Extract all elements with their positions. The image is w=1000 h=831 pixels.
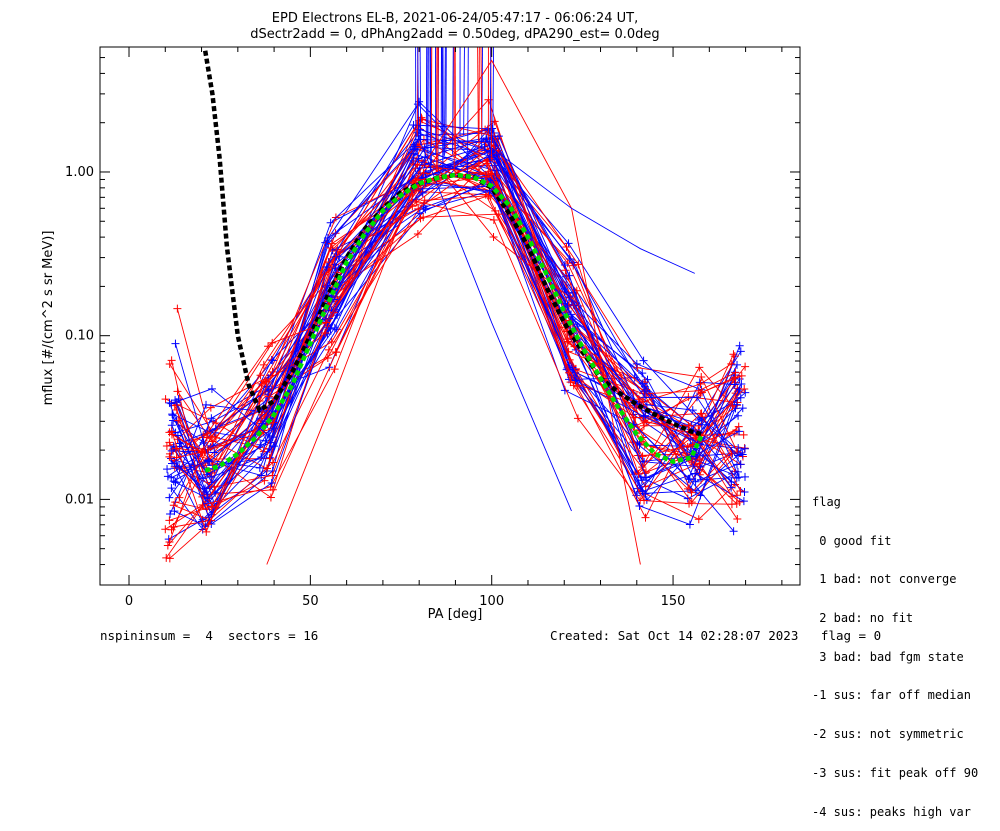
sample-point-marker: [574, 414, 582, 422]
sample-point-marker: [684, 495, 692, 503]
sample-point-marker: [165, 516, 173, 524]
sample-point-marker: [736, 342, 744, 350]
legend-line: -1 sus: far off median: [812, 689, 978, 702]
sample-trace: [172, 153, 745, 492]
sample-point-marker: [161, 525, 169, 533]
sample-point-marker: [168, 356, 176, 364]
y-tick-label: 0.10: [65, 329, 94, 344]
sample-trace: [178, 165, 746, 439]
sample-point-marker: [332, 348, 340, 356]
sample-point-marker: [642, 514, 650, 522]
sample-point-marker: [686, 520, 694, 528]
sample-trace: [169, 150, 743, 539]
legend-line: -2 sus: not symmetric: [812, 728, 978, 741]
sample-point-marker: [736, 487, 744, 495]
sample-trace: [170, 214, 744, 558]
saturated-trace: [464, 47, 465, 135]
sample-point-marker: [734, 412, 742, 420]
saturated-trace: [444, 47, 445, 156]
x-tick-label: 150: [661, 594, 686, 609]
sample-point-marker: [171, 340, 179, 348]
saturated-trace: [490, 47, 491, 163]
sample-point-marker: [574, 260, 582, 268]
sample-point-marker: [163, 465, 171, 473]
y-axis-label: mflux [#/(cm^2 s sr MeV)]: [41, 231, 56, 406]
sample-trace: [174, 152, 741, 470]
sample-point-marker: [164, 472, 172, 480]
saturated-trace: [478, 47, 479, 140]
footer-right-info: Created: Sat Oct 14 02:28:07 2023 flag =…: [550, 628, 881, 643]
sample-point-marker: [165, 494, 173, 502]
sample-point-marker: [267, 493, 275, 501]
sample-point-marker: [490, 216, 498, 224]
sample-point-marker: [162, 395, 170, 403]
sample-point-marker: [697, 373, 705, 381]
sample-point-marker: [635, 502, 643, 510]
sample-point-marker: [733, 515, 741, 523]
legend-line: 0 good fit: [812, 535, 978, 548]
flag-legend: flag 0 good fit 1 bad: not converge 2 ba…: [812, 470, 978, 831]
sample-point-marker: [737, 460, 745, 468]
saturated-trace: [481, 47, 482, 136]
footer-left-info: nspininsum = 4 sectors = 16: [100, 628, 318, 643]
legend-line: 1 bad: not converge: [812, 573, 978, 586]
sample-trace: [174, 155, 741, 521]
sample-point-marker: [268, 339, 276, 347]
y-tick-label: 0.01: [65, 492, 94, 507]
sample-trace: [172, 174, 732, 515]
x-tick-label: 0: [125, 594, 133, 609]
sample-trace: [177, 155, 738, 489]
chart-subtitle: dSectr2add = 0, dPhAng2add = 0.50deg, dP…: [250, 27, 659, 42]
sample-point-marker: [741, 363, 749, 371]
legend-line: 2 bad: no fit: [812, 612, 978, 625]
sample-point-marker: [173, 305, 181, 313]
trace-layer: [161, 47, 749, 565]
sample-trace: [174, 149, 740, 504]
legend-line: -4 sus: peaks high var: [812, 806, 978, 819]
sample-trace: [171, 186, 734, 494]
x-tick-label: 100: [479, 594, 504, 609]
sample-point-marker: [331, 365, 339, 373]
sample-trace: [169, 161, 735, 519]
sample-point-marker: [740, 497, 748, 505]
x-tick-label: 50: [302, 594, 319, 609]
sample-point-marker: [740, 431, 748, 439]
legend-line: -3 sus: fit peak off 90: [812, 767, 978, 780]
y-tick-label: 1.00: [65, 165, 94, 180]
x-axis-label: PA [deg]: [428, 607, 483, 622]
legend-line: 3 bad: bad fgm state: [812, 651, 978, 664]
legend-line: flag: [812, 496, 978, 509]
chart-title: EPD Electrons EL-B, 2021-06-24/05:47:17 …: [272, 11, 638, 26]
